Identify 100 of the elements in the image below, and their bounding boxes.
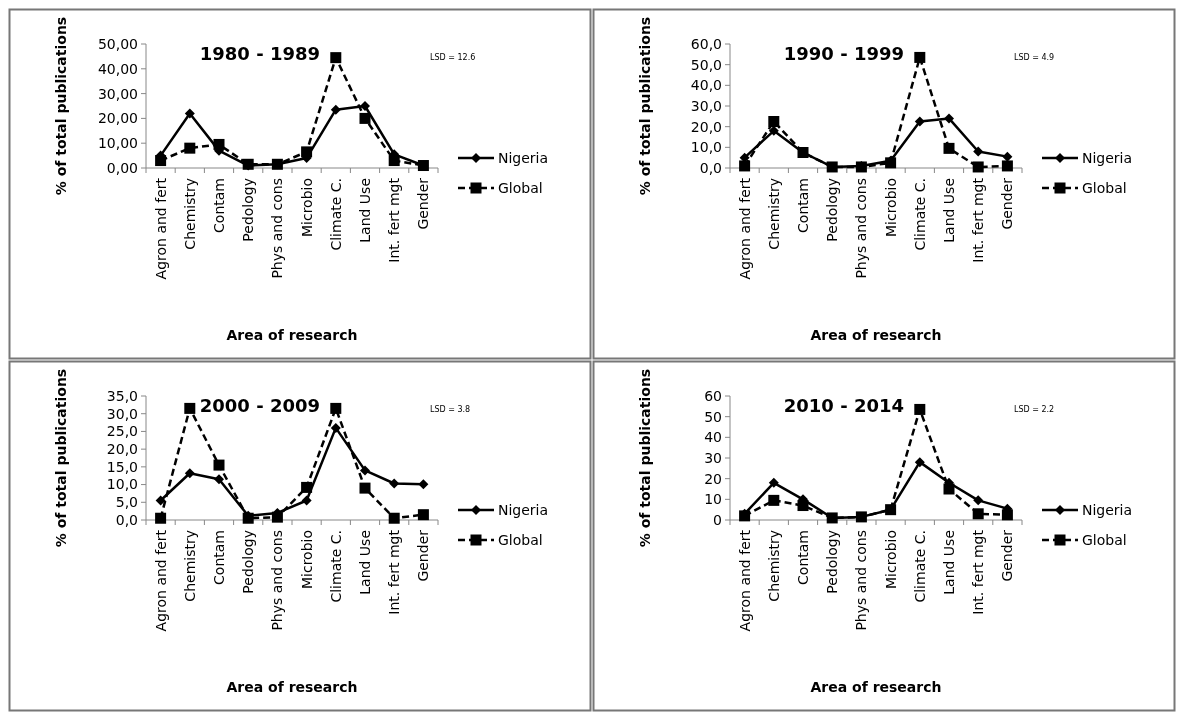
point <box>184 142 196 154</box>
point <box>155 512 167 524</box>
annotation: LSD = 12.6 <box>430 53 476 62</box>
y-tick-label: 20,0 <box>690 118 722 135</box>
legend-label: Global <box>1082 179 1127 196</box>
y-tick-label: 20,0 <box>106 441 138 458</box>
point <box>1001 160 1013 172</box>
point <box>914 457 925 468</box>
y-tick-label: 5,0 <box>115 494 138 511</box>
y-tick-label: 30 <box>704 449 722 466</box>
y-tick-label: 10 <box>704 491 722 508</box>
point <box>359 112 371 124</box>
x-axis-title: Area of research <box>810 327 942 343</box>
x-tick-label: Gender <box>999 529 1016 582</box>
point <box>330 52 342 64</box>
point <box>739 160 751 172</box>
y-tick-label: 10,00 <box>97 135 138 152</box>
y-tick-label: 0 <box>713 511 722 528</box>
y-tick-label: 30,00 <box>97 85 138 102</box>
legend-label: Nigeria <box>1082 149 1133 166</box>
point <box>973 146 984 157</box>
point <box>271 511 283 523</box>
y-tick-label: 0,0 <box>699 159 722 176</box>
x-tick-label: Land Use <box>940 178 957 243</box>
y-tick-label: 50,0 <box>690 56 722 73</box>
point <box>184 402 196 414</box>
point <box>972 161 984 173</box>
point <box>213 459 225 471</box>
x-tick-label: Chemistry <box>181 530 198 602</box>
point <box>388 512 400 524</box>
x-tick-label: Climate C. <box>911 178 928 251</box>
point <box>973 495 984 506</box>
x-tick-label: Phys and cons <box>269 178 286 279</box>
y-tick-label: 60,0 <box>690 35 722 52</box>
point <box>944 113 954 124</box>
annotation: LSD = 3.8 <box>430 405 471 414</box>
x-axis-title: Area of research <box>226 679 358 695</box>
point <box>360 101 370 111</box>
x-tick-label: Land Use <box>940 530 957 595</box>
x-tick-label: Land Use <box>356 530 373 595</box>
x-tick-label: Int. fert mgt <box>970 177 987 263</box>
chart-title: 1990 - 1999 <box>783 43 904 64</box>
y-tick-label: 25,0 <box>106 423 138 440</box>
x-tick-label: Pedology <box>240 530 257 594</box>
point <box>797 500 809 512</box>
y-tick-label: 10,0 <box>690 139 722 156</box>
x-tick-label: Phys and cons <box>269 530 286 631</box>
point <box>184 468 195 479</box>
y-tick-label: 60 <box>704 387 722 404</box>
point <box>1002 151 1013 162</box>
point <box>155 155 167 167</box>
x-tick-label: Microbio <box>882 178 899 238</box>
point <box>301 481 313 493</box>
x-tick-label: Microbio <box>882 530 899 590</box>
y-axis-title: % of total publications <box>637 16 653 196</box>
x-tick-label: Agron and fert <box>152 529 169 632</box>
point <box>330 422 341 433</box>
x-tick-label: Pedology <box>240 178 257 242</box>
x-tick-label: Agron and fert <box>736 529 753 632</box>
y-tick-label: 30,0 <box>106 405 138 422</box>
y-tick-label: 10,0 <box>106 476 138 493</box>
legend-label: Global <box>498 179 543 196</box>
x-tick-label: Chemistry <box>181 178 198 250</box>
x-tick-label: Int. fert mgt <box>386 529 403 615</box>
y-tick-label: 50 <box>704 408 722 425</box>
x-tick-label: Gender <box>999 177 1016 230</box>
y-tick-label: 15,0 <box>106 458 138 475</box>
y-axis-title: % of total publications <box>53 16 69 196</box>
point <box>768 477 779 488</box>
y-tick-label: 35,0 <box>106 387 138 404</box>
x-tick-label: Phys and cons <box>853 178 870 279</box>
annotation: LSD = 2.2 <box>1014 405 1055 414</box>
y-tick-label: 30,0 <box>690 97 722 114</box>
point <box>768 116 780 127</box>
x-tick-label: Int. fert mgt <box>386 177 403 263</box>
point <box>914 403 926 415</box>
x-axis-title: Area of research <box>810 679 942 695</box>
legend-label: Global <box>498 531 543 548</box>
x-tick-label: Land Use <box>356 178 373 243</box>
y-tick-label: 20 <box>704 470 722 487</box>
x-tick-label: Gender <box>415 177 432 230</box>
x-axis-title: Area of research <box>226 327 358 343</box>
point <box>330 402 342 414</box>
x-tick-label: Gender <box>415 529 432 582</box>
x-tick-label: Phys and cons <box>853 530 870 631</box>
point <box>972 508 984 520</box>
point <box>330 104 341 115</box>
point <box>417 509 429 521</box>
point <box>389 478 400 489</box>
point <box>768 494 780 506</box>
point <box>914 116 925 127</box>
x-tick-label: Agron and fert <box>152 177 169 280</box>
point <box>301 146 313 158</box>
y-tick-label: 40 <box>704 429 722 446</box>
x-tick-label: Contam <box>210 530 227 585</box>
y-tick-label: 40,00 <box>97 60 138 77</box>
point <box>301 495 312 506</box>
y-tick-label: 20,00 <box>97 110 138 127</box>
legend-label: Global <box>1082 531 1127 548</box>
y-tick-label: 40,0 <box>690 77 722 94</box>
